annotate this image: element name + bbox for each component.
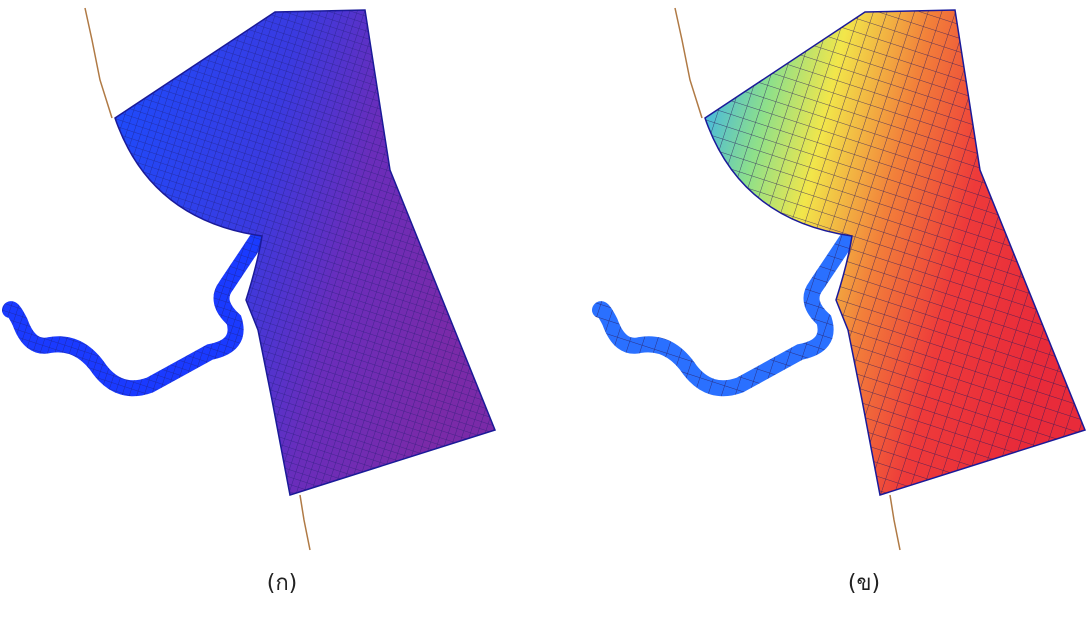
caption: (ก) [267, 571, 298, 596]
mesh-figure-b [600, 8, 1085, 550]
mesh-figure-a [10, 8, 495, 550]
page: (ก) (ข) [0, 0, 1091, 630]
figure: (ก) (ข) [0, 0, 1091, 630]
caption: (ข) [848, 571, 880, 596]
